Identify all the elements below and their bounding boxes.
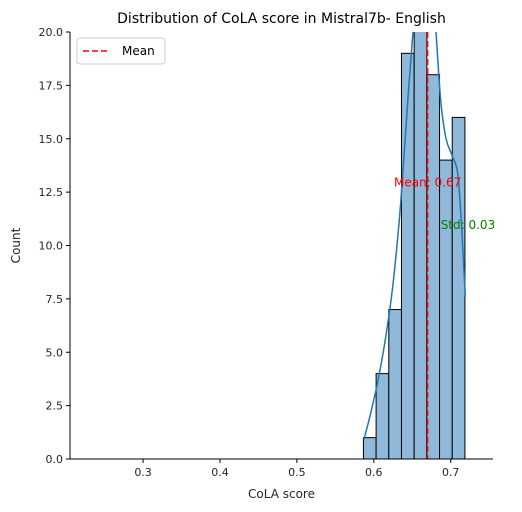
- legend-mean-label: Mean: [122, 44, 155, 58]
- y-tick-label: 17.5: [39, 79, 64, 92]
- x-tick-label: 0.7: [442, 466, 460, 479]
- y-axis-label: Count: [9, 227, 23, 263]
- legend-box: [76, 37, 166, 65]
- y-ticks: 0.0 2.5 5.0 7.5 10.0 12.5 15.0 17.5 20.0: [39, 26, 70, 466]
- mean-annotation: Mean: 0.67: [394, 175, 461, 189]
- y-tick-label: 7.5: [46, 293, 64, 306]
- x-tick-label: 0.5: [288, 466, 306, 479]
- kde-layer: [363, 32, 467, 440]
- std-annotation: Std: 0.03: [441, 218, 496, 232]
- bars-layer: [362, 32, 466, 459]
- y-tick-label: 0.0: [46, 453, 64, 466]
- x-axis-label: CoLA score: [248, 487, 315, 501]
- y-tick-label: 5.0: [46, 346, 64, 359]
- y-tick-label: 15.0: [39, 133, 64, 146]
- kde-curve: [363, 32, 467, 440]
- histogram-bar: [451, 116, 466, 459]
- y-tick-label: 12.5: [39, 186, 64, 199]
- y-tick-label: 2.5: [46, 400, 64, 413]
- x-tick-label: 0.3: [134, 466, 152, 479]
- y-tick-label: 20.0: [39, 26, 64, 39]
- histogram-bar: [400, 52, 415, 459]
- y-tick-label: 10.0: [39, 240, 64, 253]
- histogram-bar: [413, 32, 428, 459]
- histogram-bar: [439, 159, 453, 459]
- chart-title: Distribution of CoLA score in Mistral7b-…: [117, 11, 446, 27]
- histogram-bar: [388, 309, 402, 459]
- x-tick-label: 0.4: [211, 466, 229, 479]
- legend: Mean: [76, 37, 166, 65]
- histogram-bar: [426, 74, 441, 459]
- histogram-bar: [375, 373, 390, 459]
- x-ticks: 0.3 0.4 0.5 0.6 0.7: [134, 459, 459, 479]
- x-tick-label: 0.6: [365, 466, 383, 479]
- histogram-bar: [362, 437, 377, 459]
